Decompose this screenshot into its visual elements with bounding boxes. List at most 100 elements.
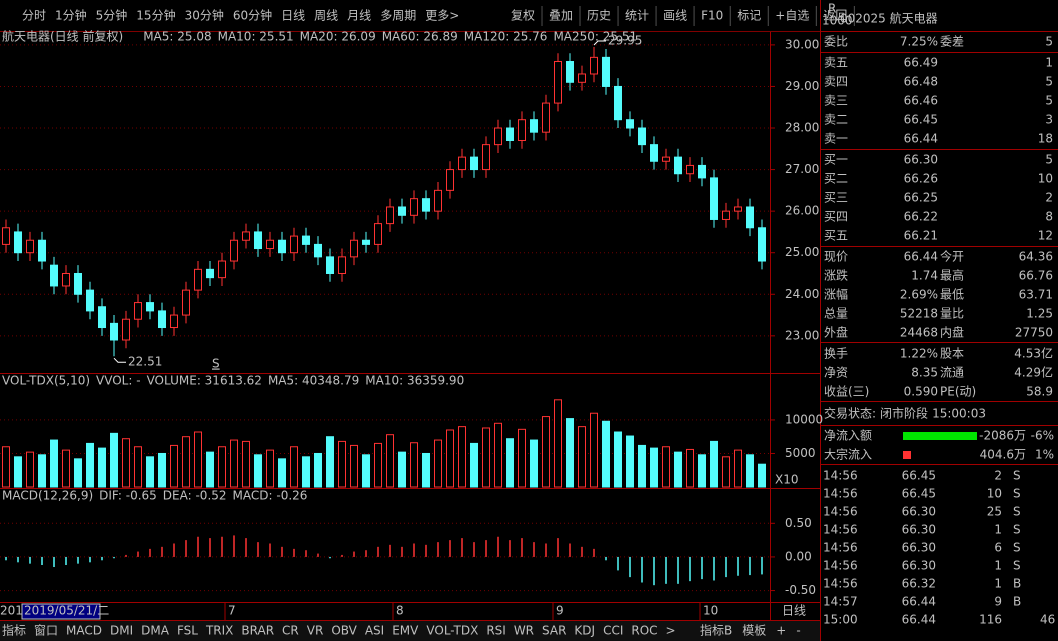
quote-value: 52218 <box>900 307 938 321</box>
indicator-tab[interactable]: ROC <box>631 624 657 638</box>
volume-bar <box>170 444 178 488</box>
indicator-tab[interactable]: MACD <box>66 624 102 638</box>
volume-bar <box>746 454 754 488</box>
period-tab[interactable]: 周线 <box>314 9 338 23</box>
indicator-tab[interactable]: DMI <box>110 624 133 638</box>
tool-button[interactable]: F10 <box>701 9 723 23</box>
tick-time: 14:56 <box>823 577 858 591</box>
tick-side: S <box>1013 469 1021 483</box>
quote-value: 27750 <box>1015 326 1053 340</box>
tick-volume: 25 <box>987 505 1002 519</box>
tool-button[interactable]: 画线 <box>663 9 687 23</box>
candle-body <box>434 189 442 212</box>
macd-label: MACD: -0.26 <box>233 489 308 503</box>
order-volume: 5 <box>1045 75 1053 89</box>
period-tab[interactable]: 月线 <box>347 9 371 23</box>
tab-bar <box>0 621 820 641</box>
tool-button[interactable]: +自选 <box>775 9 809 23</box>
tick-volume: 10 <box>987 487 1002 501</box>
quote-label: 流通 <box>940 366 964 380</box>
order-volume: 18 <box>1038 132 1053 146</box>
indicator-tab[interactable]: ASI <box>365 624 384 638</box>
period-tab[interactable]: 分时 <box>22 9 46 23</box>
indicator-tab[interactable]: 指标 <box>2 623 26 638</box>
candle-body <box>194 268 202 291</box>
period-tab[interactable]: 日线 <box>281 9 305 23</box>
order-label: 卖二 <box>824 113 848 127</box>
volume-bar <box>506 438 514 488</box>
indicator-tab[interactable]: WR <box>514 624 534 638</box>
candle-body <box>122 318 130 341</box>
volume-bar <box>710 440 718 488</box>
ma-label: MA5: 25.08 <box>143 30 211 44</box>
candle-body <box>662 156 670 162</box>
indicator-tab[interactable]: DMA <box>141 624 170 638</box>
tool-button[interactable]: 叠加 <box>549 9 573 23</box>
tool-button[interactable]: 历史 <box>587 9 611 23</box>
tick-price: 66.30 <box>902 523 936 537</box>
tick-price: 66.30 <box>902 559 936 573</box>
period-tab[interactable]: 更多> <box>425 9 459 23</box>
indicator-tab[interactable]: - <box>796 624 800 638</box>
indicator-tab[interactable]: TRIX <box>205 624 233 638</box>
indicator-tab[interactable]: FSL <box>177 624 198 638</box>
tick-volume: 9 <box>994 595 1002 609</box>
quote-value: 24468 <box>900 326 938 340</box>
quote-value: 4.53亿 <box>1014 346 1053 361</box>
volume-bar <box>122 438 130 488</box>
tool-button[interactable]: 统计 <box>625 9 649 23</box>
indicator-tab[interactable]: 窗口 <box>34 624 58 638</box>
candle-body <box>38 239 46 262</box>
tick-volume: 6 <box>994 541 1002 555</box>
y-tick-label: 29.00 <box>785 79 819 93</box>
order-volume: 2 <box>1045 191 1053 205</box>
tool-button[interactable]: 标记 <box>737 9 761 23</box>
order-price: 66.44 <box>904 132 938 146</box>
period-tab[interactable]: 60分钟 <box>233 8 272 23</box>
indicator-tab[interactable]: > <box>666 624 676 638</box>
indicator-tab[interactable]: VOL-TDX <box>426 624 478 638</box>
period-tab[interactable]: 多周期 <box>380 9 416 23</box>
indicator-tab[interactable]: VR <box>307 624 324 638</box>
tick-volume: 1 <box>994 523 1002 537</box>
indicator-tab[interactable]: CR <box>282 624 299 638</box>
tool-button[interactable]: 返回 <box>823 9 847 23</box>
indicator-tab[interactable]: 模板 <box>742 624 766 638</box>
tick-price: 66.44 <box>902 613 936 627</box>
indicator-tab[interactable]: 指标B <box>700 623 732 638</box>
candle-body <box>470 156 478 171</box>
candle-body <box>758 227 766 262</box>
candle-body <box>722 210 730 220</box>
volume-bar <box>194 431 202 488</box>
candle-body <box>458 156 466 171</box>
macd-label: DEA: -0.52 <box>163 489 227 503</box>
candle-body <box>278 239 286 254</box>
indicator-tab[interactable]: + <box>776 624 786 638</box>
period-tab[interactable]: 1分钟 <box>55 8 87 23</box>
tick-time: 14:56 <box>823 487 858 501</box>
trade-status: 15:00:03 <box>932 407 986 421</box>
indicator-tab[interactable]: SAR <box>542 624 566 638</box>
indicator-tab[interactable]: OBV <box>331 624 357 638</box>
volume-bar <box>314 452 322 488</box>
indicator-tab[interactable]: KDJ <box>574 624 595 638</box>
tool-button[interactable]: 复权 <box>511 9 535 23</box>
low-pointer <box>113 357 126 363</box>
indicator-tab[interactable]: EMV <box>392 624 419 638</box>
volume-bar <box>350 444 358 488</box>
period-tab[interactable]: 30分钟 <box>185 8 224 23</box>
period-tab[interactable]: 15分钟 <box>136 8 175 23</box>
indicator-tab[interactable]: CCI <box>603 624 623 638</box>
candle-body <box>158 310 166 329</box>
indicator-tab[interactable]: BRAR <box>241 624 274 638</box>
volume-bar <box>266 449 274 488</box>
quote-label: 涨幅 <box>824 287 848 302</box>
period-tab[interactable]: 5分钟 <box>96 8 128 23</box>
indicator-tab[interactable]: RSI <box>486 624 506 638</box>
volume-bar <box>494 422 502 488</box>
volume-bar <box>422 452 430 488</box>
candle-body <box>86 289 94 312</box>
quote-value: 0.590 <box>904 385 938 399</box>
order-label: 买三 <box>824 191 848 205</box>
